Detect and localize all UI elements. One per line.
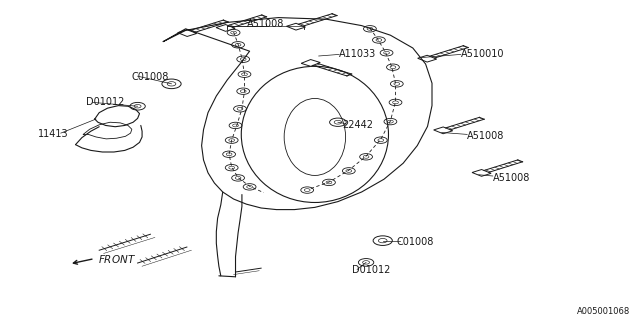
Polygon shape bbox=[301, 60, 320, 66]
Polygon shape bbox=[178, 30, 196, 36]
Text: A51008: A51008 bbox=[247, 19, 284, 29]
Text: $\it{FRONT}$: $\it{FRONT}$ bbox=[98, 252, 136, 265]
Polygon shape bbox=[216, 25, 235, 31]
Text: A510010: A510010 bbox=[461, 49, 504, 60]
Text: C01008: C01008 bbox=[131, 72, 168, 82]
Polygon shape bbox=[418, 55, 436, 62]
Text: A51008: A51008 bbox=[493, 172, 530, 183]
Text: 11413: 11413 bbox=[38, 129, 69, 140]
Text: D01012: D01012 bbox=[86, 97, 125, 108]
Text: C01008: C01008 bbox=[397, 236, 434, 247]
Polygon shape bbox=[472, 170, 491, 176]
Text: A11033: A11033 bbox=[339, 49, 376, 60]
Polygon shape bbox=[287, 23, 305, 30]
Text: A51008: A51008 bbox=[467, 131, 504, 141]
Text: 22442: 22442 bbox=[342, 120, 373, 130]
Text: D01012: D01012 bbox=[352, 265, 390, 276]
Text: A005001068: A005001068 bbox=[577, 308, 630, 316]
Polygon shape bbox=[434, 127, 452, 134]
